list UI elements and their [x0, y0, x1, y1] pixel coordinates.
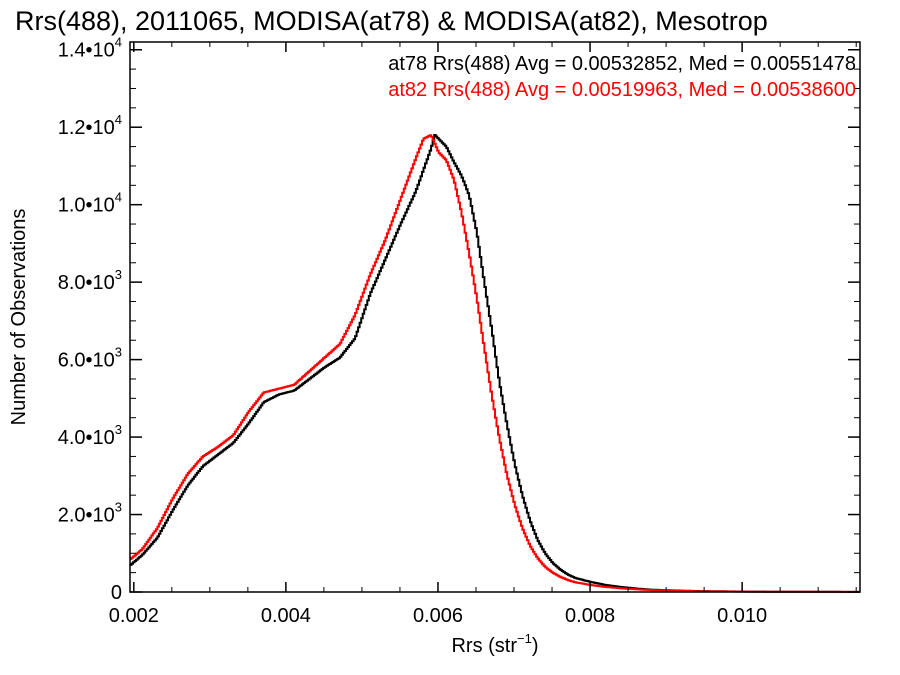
y-axis: 0 2.0•103 4.0•103 6.0•103 8.0•103 1.0•104 1.2•…: [58, 35, 860, 604]
y-tick-label: 6.0•103: [58, 345, 122, 372]
legend: at78 Rrs(488) Avg = 0.00532852, Med = 0.…: [388, 53, 856, 101]
legend-entry-1: at82 Rrs(488) Avg = 0.00519963, Med = 0.…: [388, 79, 856, 101]
legend-entry-0: at78 Rrs(488) Avg = 0.00532852, Med = 0.…: [388, 53, 856, 75]
chart-title: Rrs(488), 2011065, MODISA(at78) & MODISA…: [15, 6, 768, 36]
x-axis: 0.002 0.004 0.006 0.008 0.010: [109, 42, 857, 627]
y-tick-label: 0: [111, 582, 122, 604]
y-tick-label: 1.2•104: [58, 112, 122, 139]
y-tick-label: 8.0•103: [58, 267, 122, 294]
plot-frame: [129, 41, 861, 593]
plot-area: [130, 134, 860, 593]
y-tick-label: 1.0•104: [58, 190, 122, 217]
x-tick-label: 0.004: [261, 605, 311, 627]
y-tick-label: 2.0•103: [58, 500, 122, 527]
y-tick-label: 1.4•104: [58, 35, 122, 62]
x-tick-label: 0.010: [717, 605, 767, 627]
y-tick-label: 4.0•103: [58, 422, 122, 449]
x-tick-label: 0.008: [565, 605, 615, 627]
series-line-0: [130, 134, 860, 593]
x-tick-label: 0.002: [109, 605, 159, 627]
x-axis-label: Rrs (str−1): [451, 631, 538, 657]
x-tick-label: 0.006: [413, 605, 463, 627]
y-axis-label: Number of Observations: [8, 209, 30, 426]
series-line-1: [130, 134, 860, 593]
